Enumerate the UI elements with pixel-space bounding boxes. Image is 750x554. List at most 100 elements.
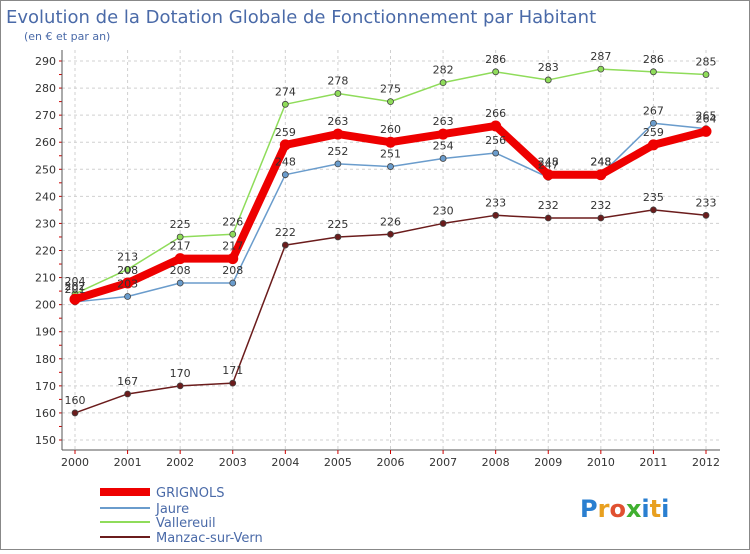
y-tick-label: 230 (35, 217, 56, 230)
data-point-jaure (334, 160, 342, 168)
y-tick-label: 290 (35, 55, 56, 68)
data-label-jaure: 203 (117, 278, 138, 291)
data-label-vallereuil: 213 (117, 250, 138, 263)
data-point-grignols (700, 125, 712, 137)
data-label-jaure: 248 (275, 156, 296, 169)
data-label-manzac-sur-vern: 233 (485, 196, 506, 209)
data-point-vallereuil (597, 65, 605, 73)
data-label-grignols: 208 (117, 264, 138, 277)
y-tick-label: 210 (35, 272, 56, 285)
data-point-jaure (650, 119, 657, 127)
data-label-grignols: 266 (485, 107, 506, 120)
data-point-vallereuil (387, 98, 394, 106)
logo-letter: x (626, 495, 642, 523)
data-point-jaure (492, 149, 500, 157)
data-point-grignols (385, 136, 396, 148)
data-label-jaure: 252 (327, 145, 348, 158)
x-tick-label: 2012 (692, 456, 720, 469)
data-label-grignols: 260 (380, 123, 401, 136)
x-tick-label: 2002 (166, 456, 194, 469)
chart-title: Evolution de la Dotation Globale de Fonc… (6, 7, 596, 28)
logo-letter: t (650, 495, 661, 523)
x-tick-label: 2001 (114, 456, 142, 469)
data-point-manzac-sur-vern (387, 230, 394, 238)
data-point-manzac-sur-vern (124, 390, 131, 398)
series-lines (69, 65, 712, 417)
data-point-manzac-sur-vern (176, 382, 184, 390)
data-point-vallereuil (124, 266, 131, 273)
x-tick-label: 2011 (639, 456, 667, 469)
axes: 150 160 170 180 190 200 210 220 230 240 250 260 270 2… (35, 50, 720, 469)
data-label-manzac-sur-vern: 225 (327, 218, 348, 231)
data-point-vallereuil (334, 90, 342, 97)
data-point-grignols (437, 128, 449, 140)
y-tick-label: 200 (35, 299, 56, 312)
data-label-manzac-sur-vern: 232 (590, 199, 611, 212)
data-label-jaure: 265 (696, 110, 717, 123)
y-tick-label: 150 (35, 434, 56, 447)
legend-label-grignols: GRIGNOLS (156, 486, 224, 501)
data-label-vallereuil: 278 (327, 74, 348, 87)
data-point-manzac-sur-vern (334, 233, 342, 241)
data-point-vallereuil (439, 79, 447, 87)
data-label-manzac-sur-vern: 170 (170, 367, 191, 380)
y-tick-label: 260 (35, 136, 56, 149)
data-point-manzac-sur-vern (71, 409, 79, 417)
data-label-grignols: 263 (327, 115, 348, 128)
data-label-manzac-sur-vern: 230 (433, 204, 454, 217)
data-label-grignols: 263 (433, 115, 454, 128)
data-label-jaure: 256 (485, 134, 506, 147)
y-tick-label: 170 (35, 380, 56, 393)
y-tick-label: 190 (35, 326, 56, 339)
data-point-grignols (227, 253, 239, 265)
data-point-jaure (176, 279, 184, 287)
logo-letter: o (609, 495, 626, 523)
data-point-jaure (124, 293, 131, 300)
data-point-manzac-sur-vern (229, 379, 237, 387)
data-point-grignols (490, 120, 502, 132)
data-label-jaure: 208 (170, 264, 191, 277)
data-label-grignols: 248 (590, 156, 611, 169)
data-label-jaure: 208 (222, 264, 243, 277)
data-point-vallereuil (492, 68, 500, 76)
x-tick-label: 2010 (587, 456, 615, 469)
data-label-grignols: 259 (275, 126, 296, 139)
data-label-grignols: 259 (643, 126, 664, 139)
data-label-jaure: 247 (538, 158, 559, 171)
data-label-vallereuil: 287 (590, 50, 611, 63)
x-tick-label: 2006 (377, 456, 405, 469)
data-labels: 160 167 170 171 222 225 226 230 233 232 232 235 233 2… (65, 50, 717, 407)
data-label-manzac-sur-vern: 226 (380, 215, 401, 228)
data-label-manzac-sur-vern: 171 (222, 364, 243, 377)
data-point-manzac-sur-vern (439, 220, 447, 227)
data-point-jaure (387, 163, 394, 170)
x-tick-label: 2009 (534, 456, 562, 469)
data-label-vallereuil: 225 (170, 218, 191, 231)
data-point-grignols (69, 293, 81, 305)
data-point-jaure (439, 155, 447, 162)
logo-letter: i (641, 495, 649, 523)
data-label-manzac-sur-vern: 233 (696, 196, 717, 209)
x-tick-label: 2000 (61, 456, 89, 469)
logo-letter: P (580, 495, 598, 523)
data-point-grignols (279, 139, 291, 151)
data-label-manzac-sur-vern: 232 (538, 199, 559, 212)
proxiti-logo: Proxiti (580, 495, 669, 523)
data-point-grignols (122, 277, 134, 289)
x-tick-label: 2005 (324, 456, 352, 469)
data-point-grignols (647, 139, 659, 151)
data-point-vallereuil (176, 233, 184, 241)
x-tick-label: 2003 (219, 456, 247, 469)
data-point-manzac-sur-vern (544, 214, 552, 222)
data-point-grignols (332, 128, 344, 140)
data-label-grignols: 202 (65, 280, 86, 293)
data-label-vallereuil: 283 (538, 61, 559, 74)
y-tick-label: 270 (35, 109, 56, 122)
grid (62, 50, 720, 450)
legend-label-jaure: Jaure (155, 502, 189, 517)
data-point-jaure (229, 279, 237, 287)
data-label-vallereuil: 286 (485, 53, 506, 66)
data-label-jaure: 254 (433, 139, 454, 152)
